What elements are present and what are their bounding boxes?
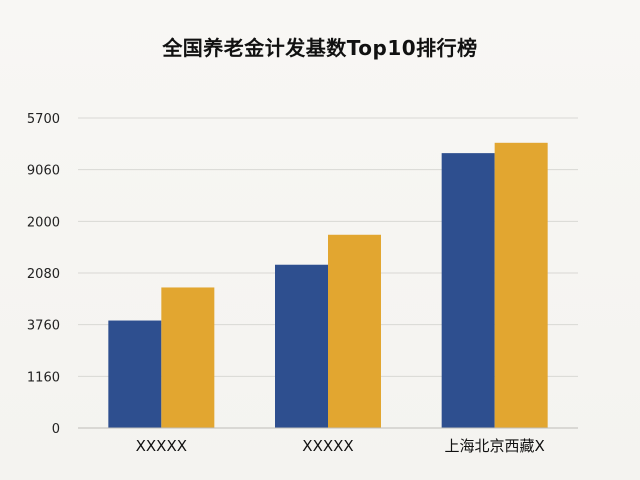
y-tick-label: 9060: [27, 164, 60, 179]
y-tick-labels: 0 1160 3760 2080 2000 9060 5700: [27, 112, 60, 437]
chart-title: 全国养老金计发基数Top10排行榜: [162, 36, 478, 60]
bars: [108, 142, 548, 429]
bar: [328, 234, 381, 428]
category-label: XXXXX: [136, 437, 187, 455]
y-tick-label: 2080: [27, 267, 60, 282]
y-tick-label: 3760: [27, 319, 60, 334]
category-label: XXXXX: [302, 437, 353, 455]
y-tick-label: 5700: [27, 112, 60, 127]
y-tick-label: 2000: [27, 215, 60, 230]
bar: [108, 320, 162, 428]
bar: [441, 153, 495, 428]
category-labels: XXXXX XXXXX 上海北京西藏X: [136, 437, 545, 455]
bar: [161, 287, 215, 428]
category-label: 上海北京西藏X: [445, 437, 545, 455]
bar: [275, 264, 328, 428]
y-tick-label: 1160: [27, 370, 60, 385]
bar: [494, 142, 548, 429]
y-tick-label: 0: [52, 422, 60, 437]
